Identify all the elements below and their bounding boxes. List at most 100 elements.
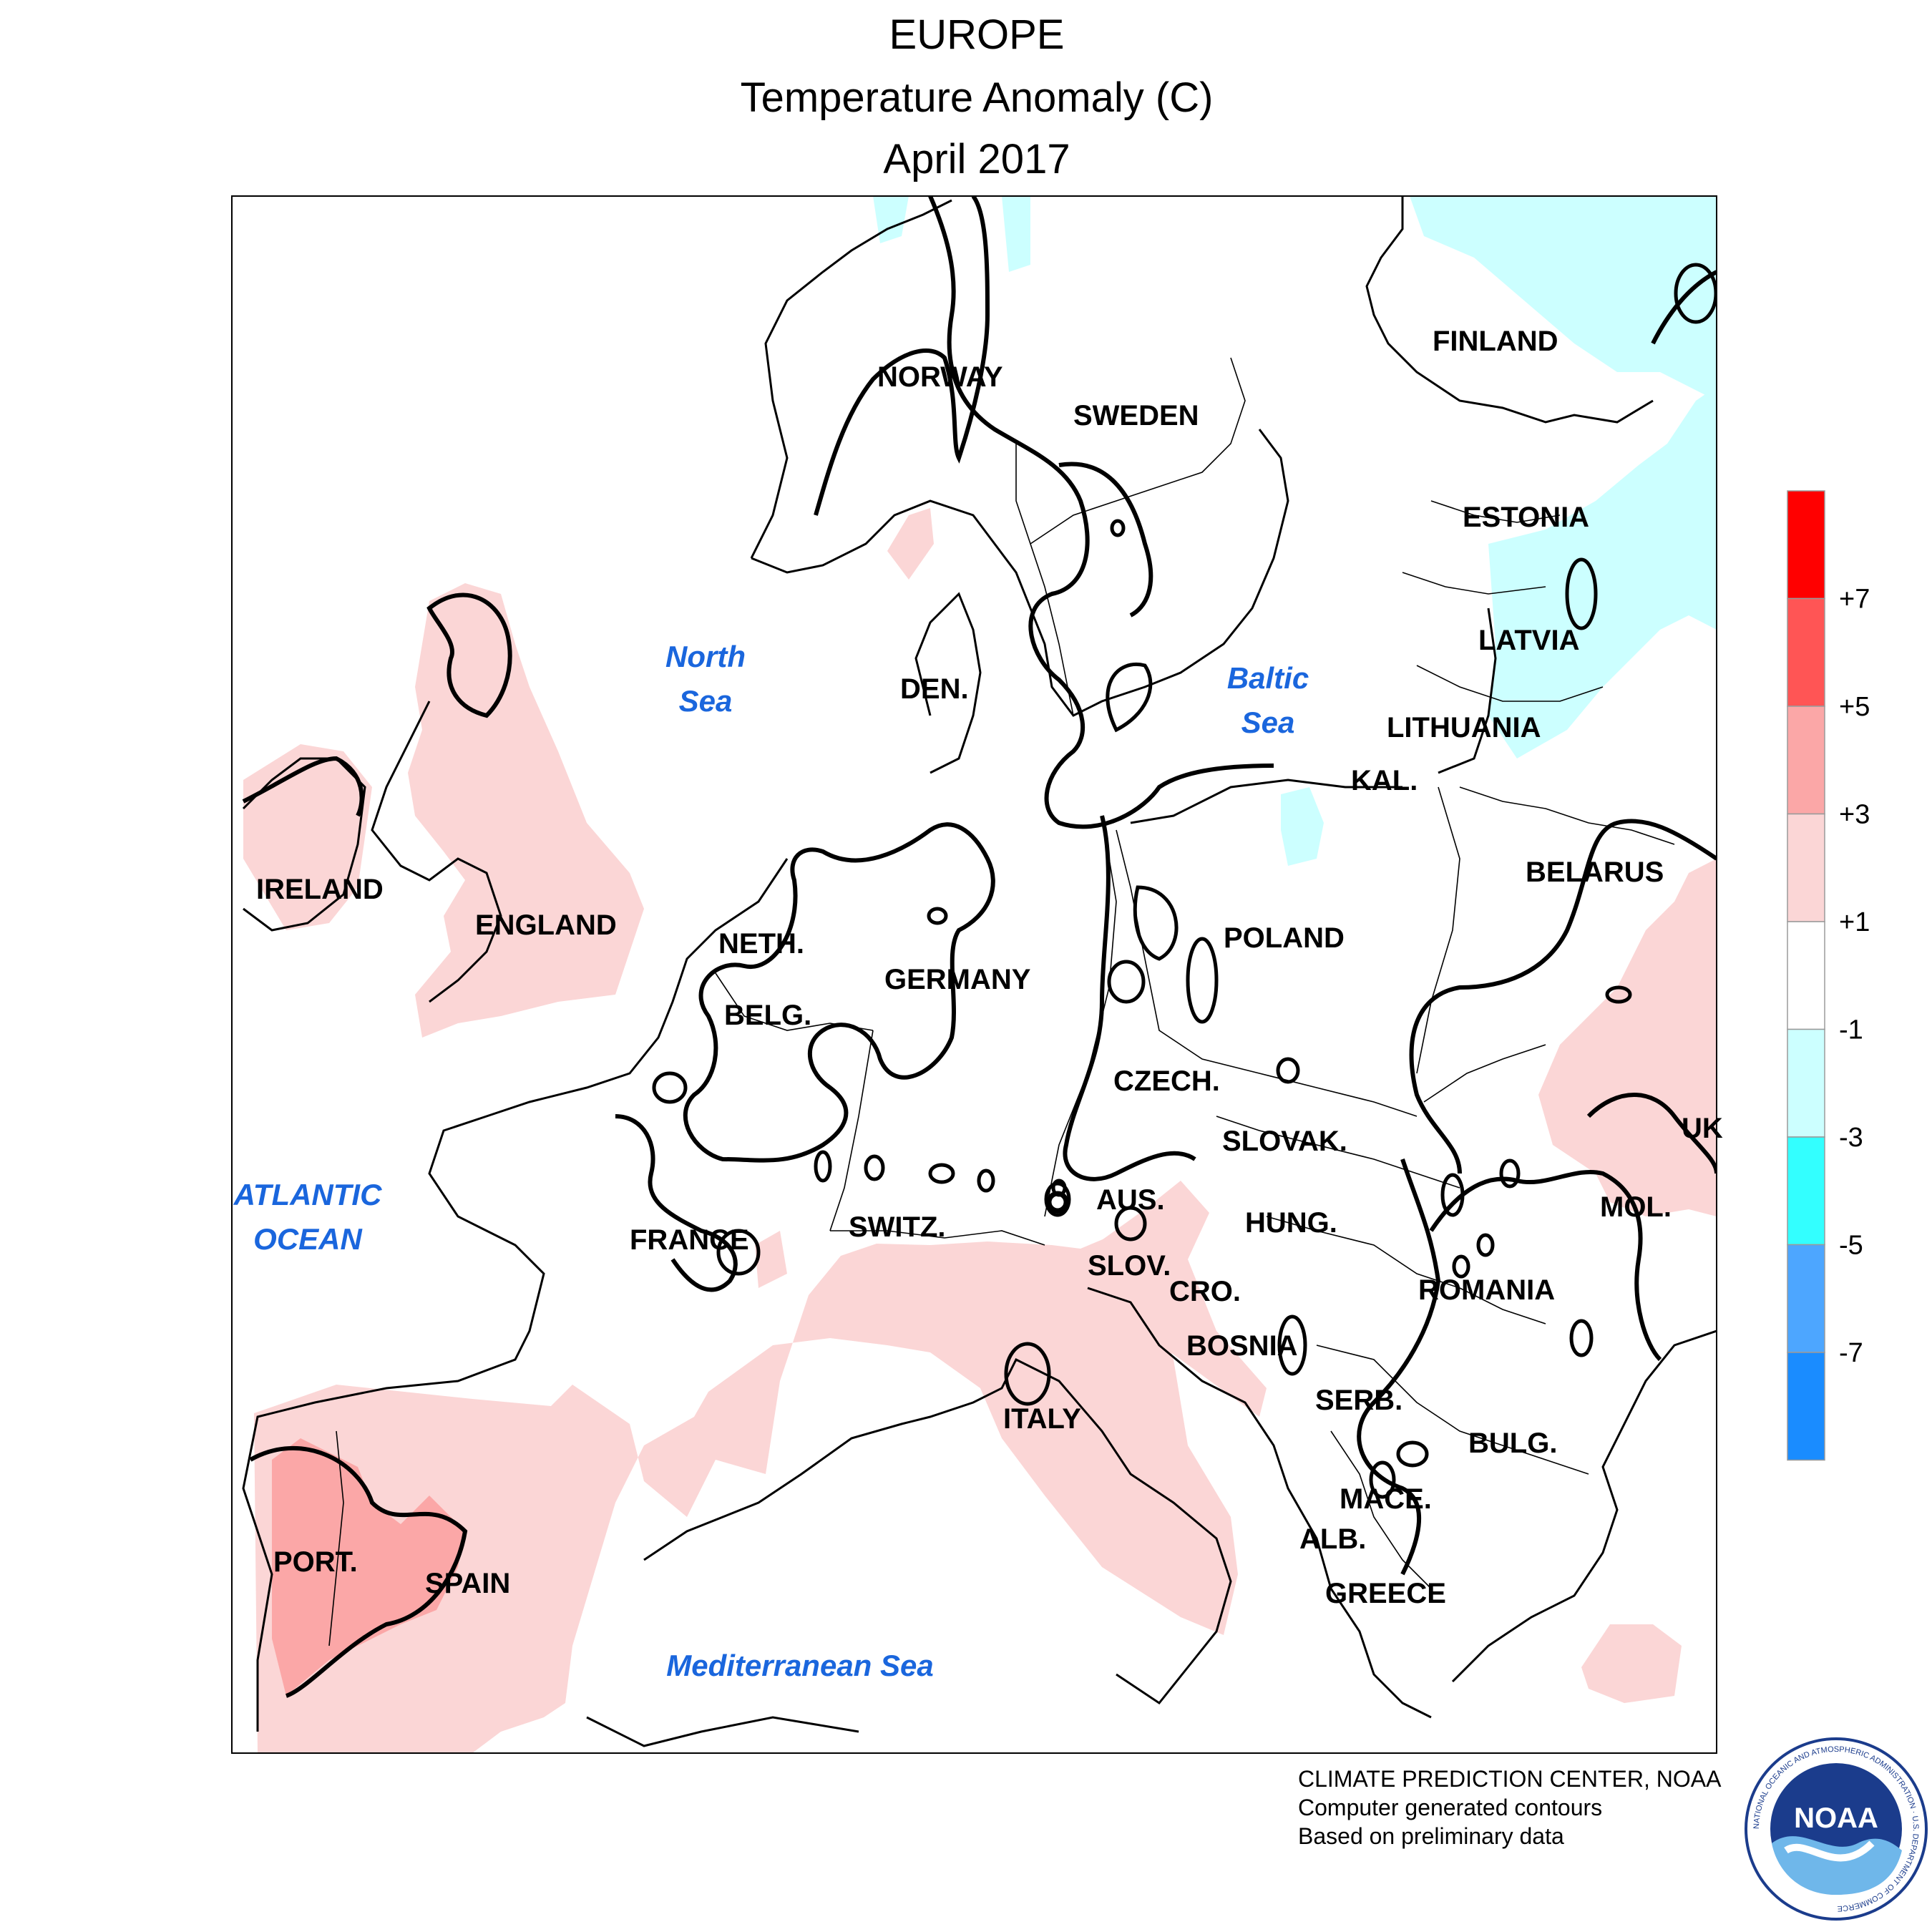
country-label: SLOVAK. — [1222, 1126, 1347, 1157]
legend-label: +7 — [1839, 585, 1870, 615]
legend-label: +5 — [1839, 692, 1870, 722]
country-label: ENGLAND — [475, 909, 617, 941]
country-label: NETH. — [718, 928, 804, 960]
warm-region-balkans — [1095, 1181, 1267, 1417]
legend-swatch — [1787, 1352, 1825, 1461]
legend-label: +1 — [1839, 907, 1870, 937]
contour-germany — [683, 822, 995, 1163]
contour-loops — [652, 263, 1717, 1499]
country-label: SPAIN — [425, 1568, 510, 1599]
country-labels: FINLAND NORWAY SWEDEN ESTONIA LATVIA DEN… — [256, 326, 1723, 1609]
country-label: LITHUANIA — [1387, 712, 1541, 743]
cool-region-baltics-russia — [1488, 386, 1717, 758]
country-label: SWITZ. — [849, 1211, 946, 1243]
country-label: SLOV. — [1088, 1250, 1171, 1282]
country-label: BULG. — [1468, 1428, 1557, 1459]
legend-boxes — [1787, 490, 1825, 1461]
warm-region-turkey — [1581, 1624, 1682, 1703]
legend-label: +3 — [1839, 800, 1870, 830]
contour-east — [1409, 819, 1717, 1174]
cool-region-sweden-north — [1002, 196, 1030, 272]
noaa-logo-text: NOAA — [1794, 1802, 1878, 1834]
cool-region-norway-north — [873, 196, 909, 243]
country-label: BOSNIA — [1186, 1330, 1298, 1362]
legend-swatch — [1787, 706, 1825, 815]
water-label: Mediterranean Sea — [666, 1649, 934, 1682]
contour-finland — [1651, 270, 1717, 345]
water-labels: North Sea Baltic Sea ATLANTIC OCEAN Medi… — [233, 640, 1309, 1682]
contour-balkans — [1357, 1158, 1441, 1576]
country-label: SERB. — [1315, 1385, 1402, 1416]
country-label: ROMANIA — [1418, 1274, 1555, 1306]
warm-region-east — [1538, 859, 1717, 1216]
warm-region-british-isles — [408, 583, 644, 1038]
country-label: LATVIA — [1478, 625, 1579, 656]
water-label: OCEAN — [253, 1222, 363, 1256]
contour-sweden-south — [1058, 462, 1153, 618]
warm-region-iberia — [254, 1231, 1238, 1753]
water-label: ATLANTIC — [233, 1178, 383, 1211]
legend-swatch — [1787, 1028, 1825, 1138]
water-label: Sea — [679, 684, 733, 718]
legend-swatch — [1787, 813, 1825, 922]
country-label: HUNG. — [1245, 1207, 1337, 1239]
contour-iberia — [249, 1446, 468, 1698]
warm-strong-region-iberia — [272, 1438, 465, 1696]
color-legend: +7 +5 +3 +1 -1 -3 -5 -7 — [1787, 490, 1870, 1461]
country-label: IRELAND — [256, 874, 384, 905]
country-label: BELG. — [724, 1000, 811, 1031]
country-label: AUS. — [1096, 1184, 1165, 1216]
country-label: GERMANY — [884, 964, 1031, 995]
contour-romania — [1429, 1169, 1662, 1362]
contour-norway — [814, 196, 990, 516]
legend-swatch — [1787, 921, 1825, 1030]
legend-swatch — [1787, 1244, 1825, 1353]
country-label: CZECH. — [1113, 1065, 1220, 1097]
contour-central — [1063, 815, 1196, 1181]
map-region-title: EUROPE — [889, 11, 1065, 58]
country-label: CRO. — [1169, 1276, 1241, 1307]
country-label: FINLAND — [1433, 326, 1558, 357]
credit-line-source: CLIMATE PREDICTION CENTER, NOAA — [1298, 1766, 1722, 1792]
legend-swatch — [1787, 597, 1825, 707]
legend-label: -5 — [1839, 1231, 1863, 1261]
map-frame — [231, 195, 1717, 1754]
warm-region-norway — [887, 508, 934, 580]
contour-moldova — [1586, 1093, 1717, 1174]
contour-scandinavia — [928, 196, 1274, 829]
warm-region-ireland — [243, 744, 372, 930]
water-label: Sea — [1241, 706, 1295, 739]
country-label: ALB. — [1299, 1523, 1366, 1555]
credit-line-note: Based on preliminary data — [1298, 1823, 1564, 1849]
map-variable-title: Temperature Anomaly (C) — [740, 74, 1214, 121]
country-label: FRANCE — [630, 1224, 749, 1256]
country-label: GREECE — [1325, 1578, 1446, 1609]
country-label: UK — [1682, 1113, 1723, 1144]
anomaly-fields — [243, 196, 1717, 1753]
warm-region-france-south — [755, 1231, 787, 1288]
legend-swatch — [1787, 490, 1825, 600]
coastlines — [242, 196, 1717, 1747]
legend-labels: +7 +5 +3 +1 -1 -3 -5 -7 — [1839, 585, 1870, 1369]
country-label: PORT. — [273, 1546, 358, 1578]
country-label: KAL. — [1351, 765, 1418, 796]
country-label: ITALY — [1003, 1403, 1081, 1435]
country-label: MACE. — [1340, 1483, 1432, 1515]
water-label: Baltic — [1227, 661, 1309, 695]
contour-ireland — [242, 756, 364, 817]
legend-label: -3 — [1839, 1123, 1863, 1153]
cool-region-kaliningrad — [1281, 787, 1324, 866]
contour-uk — [426, 592, 512, 718]
cool-region-finland — [1410, 196, 1717, 401]
country-label: ESTONIA — [1463, 502, 1589, 533]
anomaly-contours — [242, 196, 1717, 1698]
legend-label: -7 — [1839, 1338, 1863, 1368]
country-label: NORWAY — [877, 361, 1003, 393]
map-period-title: April 2017 — [883, 136, 1070, 182]
country-label: DEN. — [900, 673, 969, 705]
country-label: MOL. — [1600, 1191, 1672, 1223]
country-label: BELARUS — [1526, 857, 1664, 888]
legend-label: -1 — [1839, 1015, 1863, 1045]
legend-swatch — [1787, 1136, 1825, 1246]
